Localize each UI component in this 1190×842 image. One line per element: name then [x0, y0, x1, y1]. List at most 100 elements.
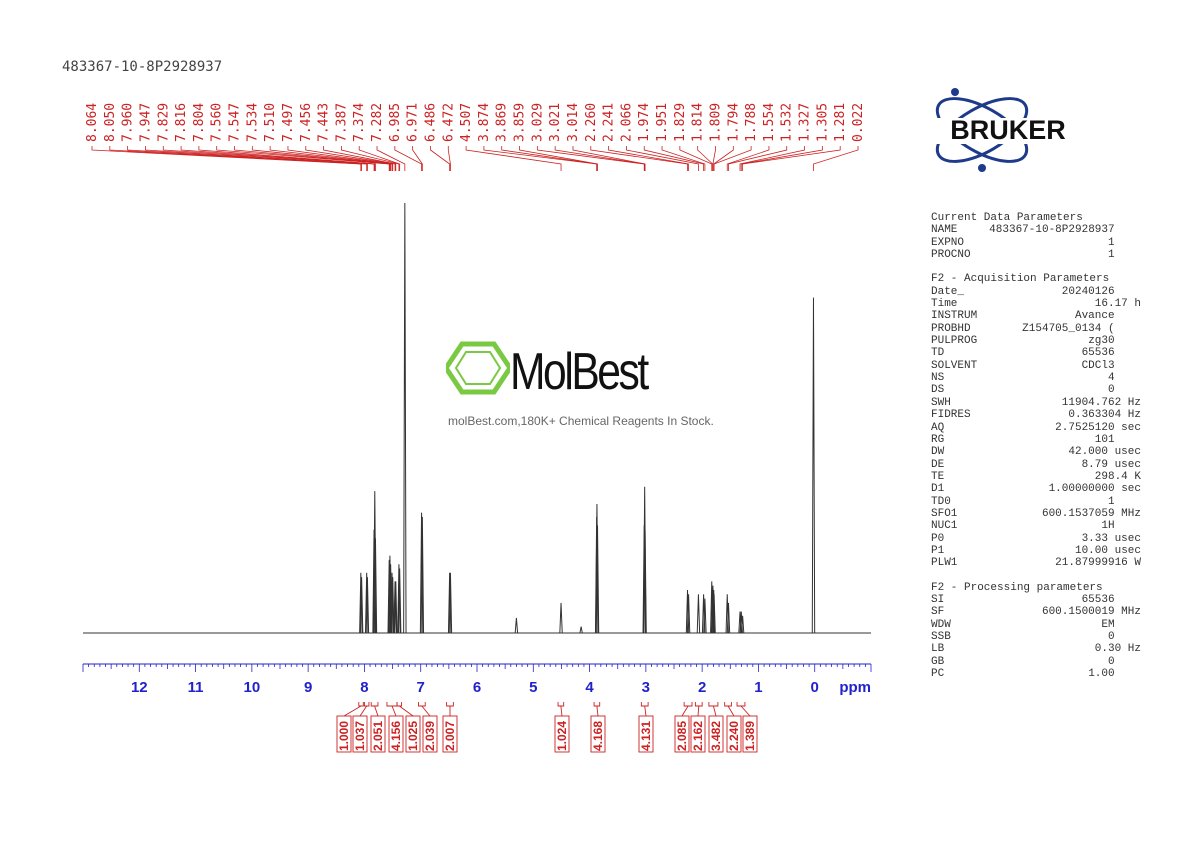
peak-label: 1.974 — [637, 103, 652, 142]
integral-leader — [374, 705, 379, 717]
integral-bracket — [358, 702, 364, 707]
peak-label: 1.532 — [780, 103, 795, 142]
integral-leader — [596, 705, 599, 717]
param-row: DW 42.000 usec — [931, 446, 1141, 458]
x-tick-label: 10 — [244, 679, 261, 696]
peak-label-leader — [742, 146, 841, 171]
integral-bracket — [396, 702, 403, 707]
peak-label-leader — [713, 146, 734, 171]
peak-label: 1.554 — [762, 103, 777, 142]
peak-label-leader — [323, 146, 397, 171]
peak-label: 3.014 — [566, 103, 581, 142]
param-row: SF 600.1500019 MHz — [931, 606, 1141, 618]
integral-leader — [727, 705, 735, 717]
peak-label: 7.374 — [352, 103, 367, 142]
peak-label: 8.064 — [85, 103, 100, 142]
param-row: DS 0 — [931, 384, 1141, 396]
peak-label-leader — [287, 146, 394, 171]
param-row: PULPROG zg30 — [931, 335, 1141, 347]
integral-bracket — [557, 702, 565, 707]
peak-label: 7.947 — [138, 103, 153, 142]
param-row: RG 101 — [931, 434, 1141, 446]
integral-value: 4.156 — [389, 721, 403, 751]
peak-label-leader — [145, 146, 368, 171]
x-tick-label: 1 — [754, 679, 762, 696]
peak-label-leader — [536, 146, 645, 171]
integral-box — [442, 715, 458, 753]
param-row: SFO1 600.1537059 MHz — [931, 508, 1141, 520]
param-row: TE 298.4 K — [931, 471, 1141, 483]
param-value: 600.1500019 MHz — [1041, 606, 1141, 619]
peak-label-leader — [305, 146, 396, 171]
peak-label-leader — [713, 146, 752, 171]
x-tick-label: 0 — [811, 679, 819, 696]
peak-label: 1.951 — [655, 103, 670, 142]
integral-leader — [421, 705, 431, 717]
param-key: TD — [931, 347, 945, 360]
param-value: 42.000 usec — [1068, 446, 1141, 459]
peak-label-leader — [740, 146, 823, 171]
integral-value: 2.240 — [727, 721, 741, 751]
param-key: DS — [931, 384, 945, 397]
param-row: TD0 1 — [931, 496, 1141, 508]
x-tick-label: 8 — [360, 679, 368, 696]
integral-leader — [560, 705, 563, 717]
peak-label: 6.472 — [441, 103, 456, 142]
peak-label-leader — [519, 146, 598, 171]
param-key: PROBHD — [931, 322, 971, 335]
integral-value: 1.024 — [555, 721, 569, 751]
param-key: NUC1 — [931, 520, 958, 533]
spectrum-peak — [447, 572, 452, 634]
x-tick-label: 11 — [188, 679, 204, 696]
peak-label: 7.443 — [317, 103, 332, 142]
x-tick-label: 3 — [642, 679, 650, 696]
param-key: TE — [931, 470, 945, 483]
param-row: SSB 0 — [931, 631, 1141, 643]
integral-value: 2.162 — [691, 721, 705, 751]
peak-label-leader — [358, 146, 401, 171]
peak-label-leader — [269, 146, 393, 171]
integral-leader — [343, 705, 362, 717]
integral-box — [726, 715, 742, 753]
param-value: 10.00 usec — [1074, 544, 1141, 557]
peak-label: 7.804 — [192, 103, 207, 142]
x-tick-label: 2 — [698, 679, 706, 696]
spectrum-peak — [559, 602, 563, 634]
peak-label: 7.829 — [156, 103, 171, 142]
param-key: Date_ — [931, 285, 965, 298]
param-value: EM — [1101, 618, 1141, 631]
section-title: F2 - Processing parameters — [931, 581, 1103, 594]
sample-id: 483367-10-8P2928937 — [62, 59, 223, 75]
peak-label: 7.497 — [281, 103, 296, 142]
integral-leader — [644, 705, 647, 717]
param-key: SF — [931, 606, 945, 619]
integral-bracket — [446, 702, 454, 707]
integral-bracket — [386, 702, 398, 707]
param-value: 8.79 usec — [1081, 458, 1141, 471]
x-tick-label: 6 — [473, 679, 481, 696]
peak-label-leader — [465, 146, 562, 171]
param-value: 0.363304 Hz — [1068, 409, 1141, 422]
peak-label-leader — [216, 146, 390, 171]
x-axis: 12 11 10 9 8 7 6 5 4 3 2 1 0 ppm — [82, 663, 872, 696]
param-row: NS 4 — [931, 372, 1141, 384]
bruker-atom-icon: BRUKER — [926, 88, 1090, 172]
param-key: Time — [931, 298, 958, 311]
integral-box — [742, 715, 758, 753]
peak-label: 1.327 — [798, 103, 813, 142]
param-row: EXPNO 1 — [931, 237, 1141, 249]
param-value: 0.30 Hz — [1094, 643, 1141, 656]
integral-value: 1.389 — [743, 721, 757, 751]
spectrum-peak — [686, 594, 691, 634]
integral-value: 2.051 — [371, 721, 385, 751]
peak-label-leader — [679, 146, 713, 171]
integral-value: 1.025 — [406, 721, 420, 751]
integral-bracket — [708, 702, 719, 707]
integral-value: 2.085 — [675, 721, 689, 751]
integral-leader — [681, 705, 689, 717]
watermark-name: MolBest — [510, 343, 649, 401]
integral-leader — [740, 705, 751, 717]
spectrum-peak — [364, 572, 369, 634]
param-value: 1 — [1107, 236, 1141, 249]
integral-bracket — [593, 702, 601, 707]
